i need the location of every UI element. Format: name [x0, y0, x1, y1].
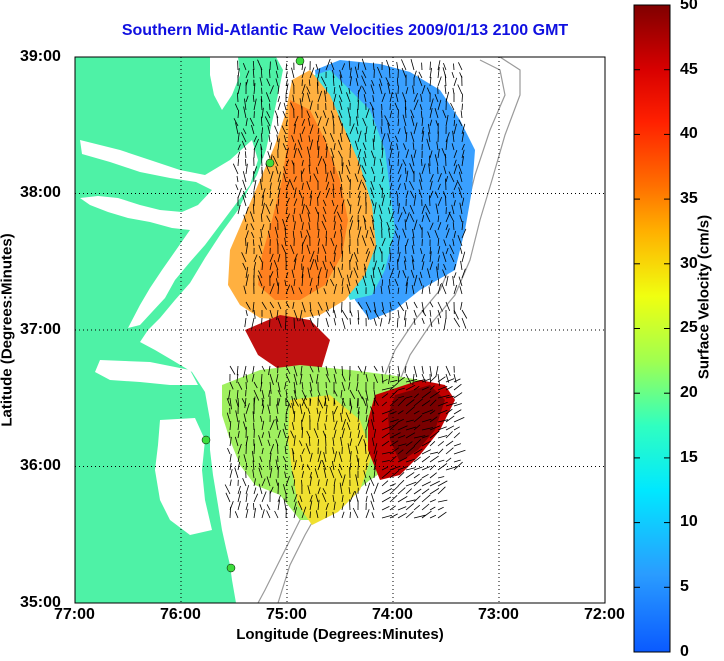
velocity-arrow [254, 195, 255, 206]
velocity-arrow [342, 302, 343, 313]
velocity-arrow [278, 483, 279, 494]
x-tick-label: 74:00 [372, 606, 413, 624]
y-tick-label: 39:00 [20, 48, 61, 66]
velocity-arrow [446, 196, 447, 206]
velocity-arrow [278, 398, 279, 405]
velocity-arrow [262, 88, 263, 94]
y-tick-label: 38:00 [20, 184, 61, 202]
station-marker [202, 436, 210, 444]
x-tick-label: 76:00 [160, 606, 201, 624]
station-marker [227, 564, 235, 572]
colorbar-tick-label: 5 [680, 578, 689, 596]
velocity-arrow [294, 318, 295, 329]
velocity-arrow [302, 480, 303, 486]
velocity-arrow [310, 512, 311, 519]
velocity-arrow [270, 104, 271, 111]
velocity-arrow [350, 318, 351, 325]
velocity-arrow [382, 111, 383, 119]
station-marker [296, 57, 304, 65]
colorbar-tick-label: 35 [680, 190, 698, 208]
velocity-arrow [262, 127, 263, 134]
velocity-arrow [398, 159, 399, 166]
velocity-arrow [302, 80, 303, 87]
velocity-arrow [326, 237, 327, 246]
y-tick-label: 37:00 [20, 321, 61, 339]
velocity-arrow [318, 197, 319, 206]
y-tick-label: 36:00 [20, 457, 61, 475]
velocity-arrow [246, 382, 247, 390]
velocity-arrow [462, 104, 463, 110]
velocity-arrow [390, 103, 391, 110]
velocity-arrow [326, 164, 327, 174]
x-axis-label: Longitude (Degrees:Minutes) [75, 626, 605, 643]
y-tick-label: 35:00 [20, 594, 61, 612]
colorbar-tick-label: 0 [680, 643, 689, 661]
colorbar-tick-label: 45 [680, 61, 698, 79]
velocity-arrow [342, 264, 343, 270]
velocity-arrow [398, 259, 399, 270]
velocity-arrow [350, 179, 351, 190]
x-tick-label: 75:00 [266, 606, 307, 624]
colorbar-tick-label: 20 [680, 384, 698, 402]
velocity-arrow [438, 167, 439, 174]
colorbar-label: Surface Velocity (cm/s) [696, 215, 713, 379]
velocity-arrow [246, 238, 247, 246]
velocity-arrow [358, 100, 359, 110]
x-tick-label: 73:00 [478, 606, 519, 624]
colorbar-tick-label: 10 [680, 513, 698, 531]
velocity-arrow [350, 499, 351, 510]
velocity-arrow [350, 512, 351, 518]
velocity-arrow [254, 171, 255, 182]
station-marker [266, 159, 274, 167]
velocity-arrow [246, 442, 247, 454]
colorbar-tick-label: 40 [680, 125, 698, 143]
velocity-arrow [446, 179, 447, 190]
velocity-arrow [430, 156, 431, 166]
velocity-arrow [454, 64, 455, 71]
y-axis-label: Latitude (Degrees:Minutes) [0, 233, 16, 426]
colorbar-tick-label: 50 [680, 0, 698, 14]
velocity-arrow [262, 318, 263, 324]
velocity-arrow [342, 123, 343, 134]
velocity-arrow [270, 318, 271, 327]
velocity-arrow [398, 86, 399, 94]
velocity-arrow [318, 141, 319, 150]
x-tick-label: 72:00 [584, 606, 625, 624]
velocity-arrow [390, 279, 391, 286]
velocity-arrow [430, 62, 431, 70]
colorbar-tick-label: 15 [680, 449, 698, 467]
velocity-arrow [262, 133, 263, 142]
